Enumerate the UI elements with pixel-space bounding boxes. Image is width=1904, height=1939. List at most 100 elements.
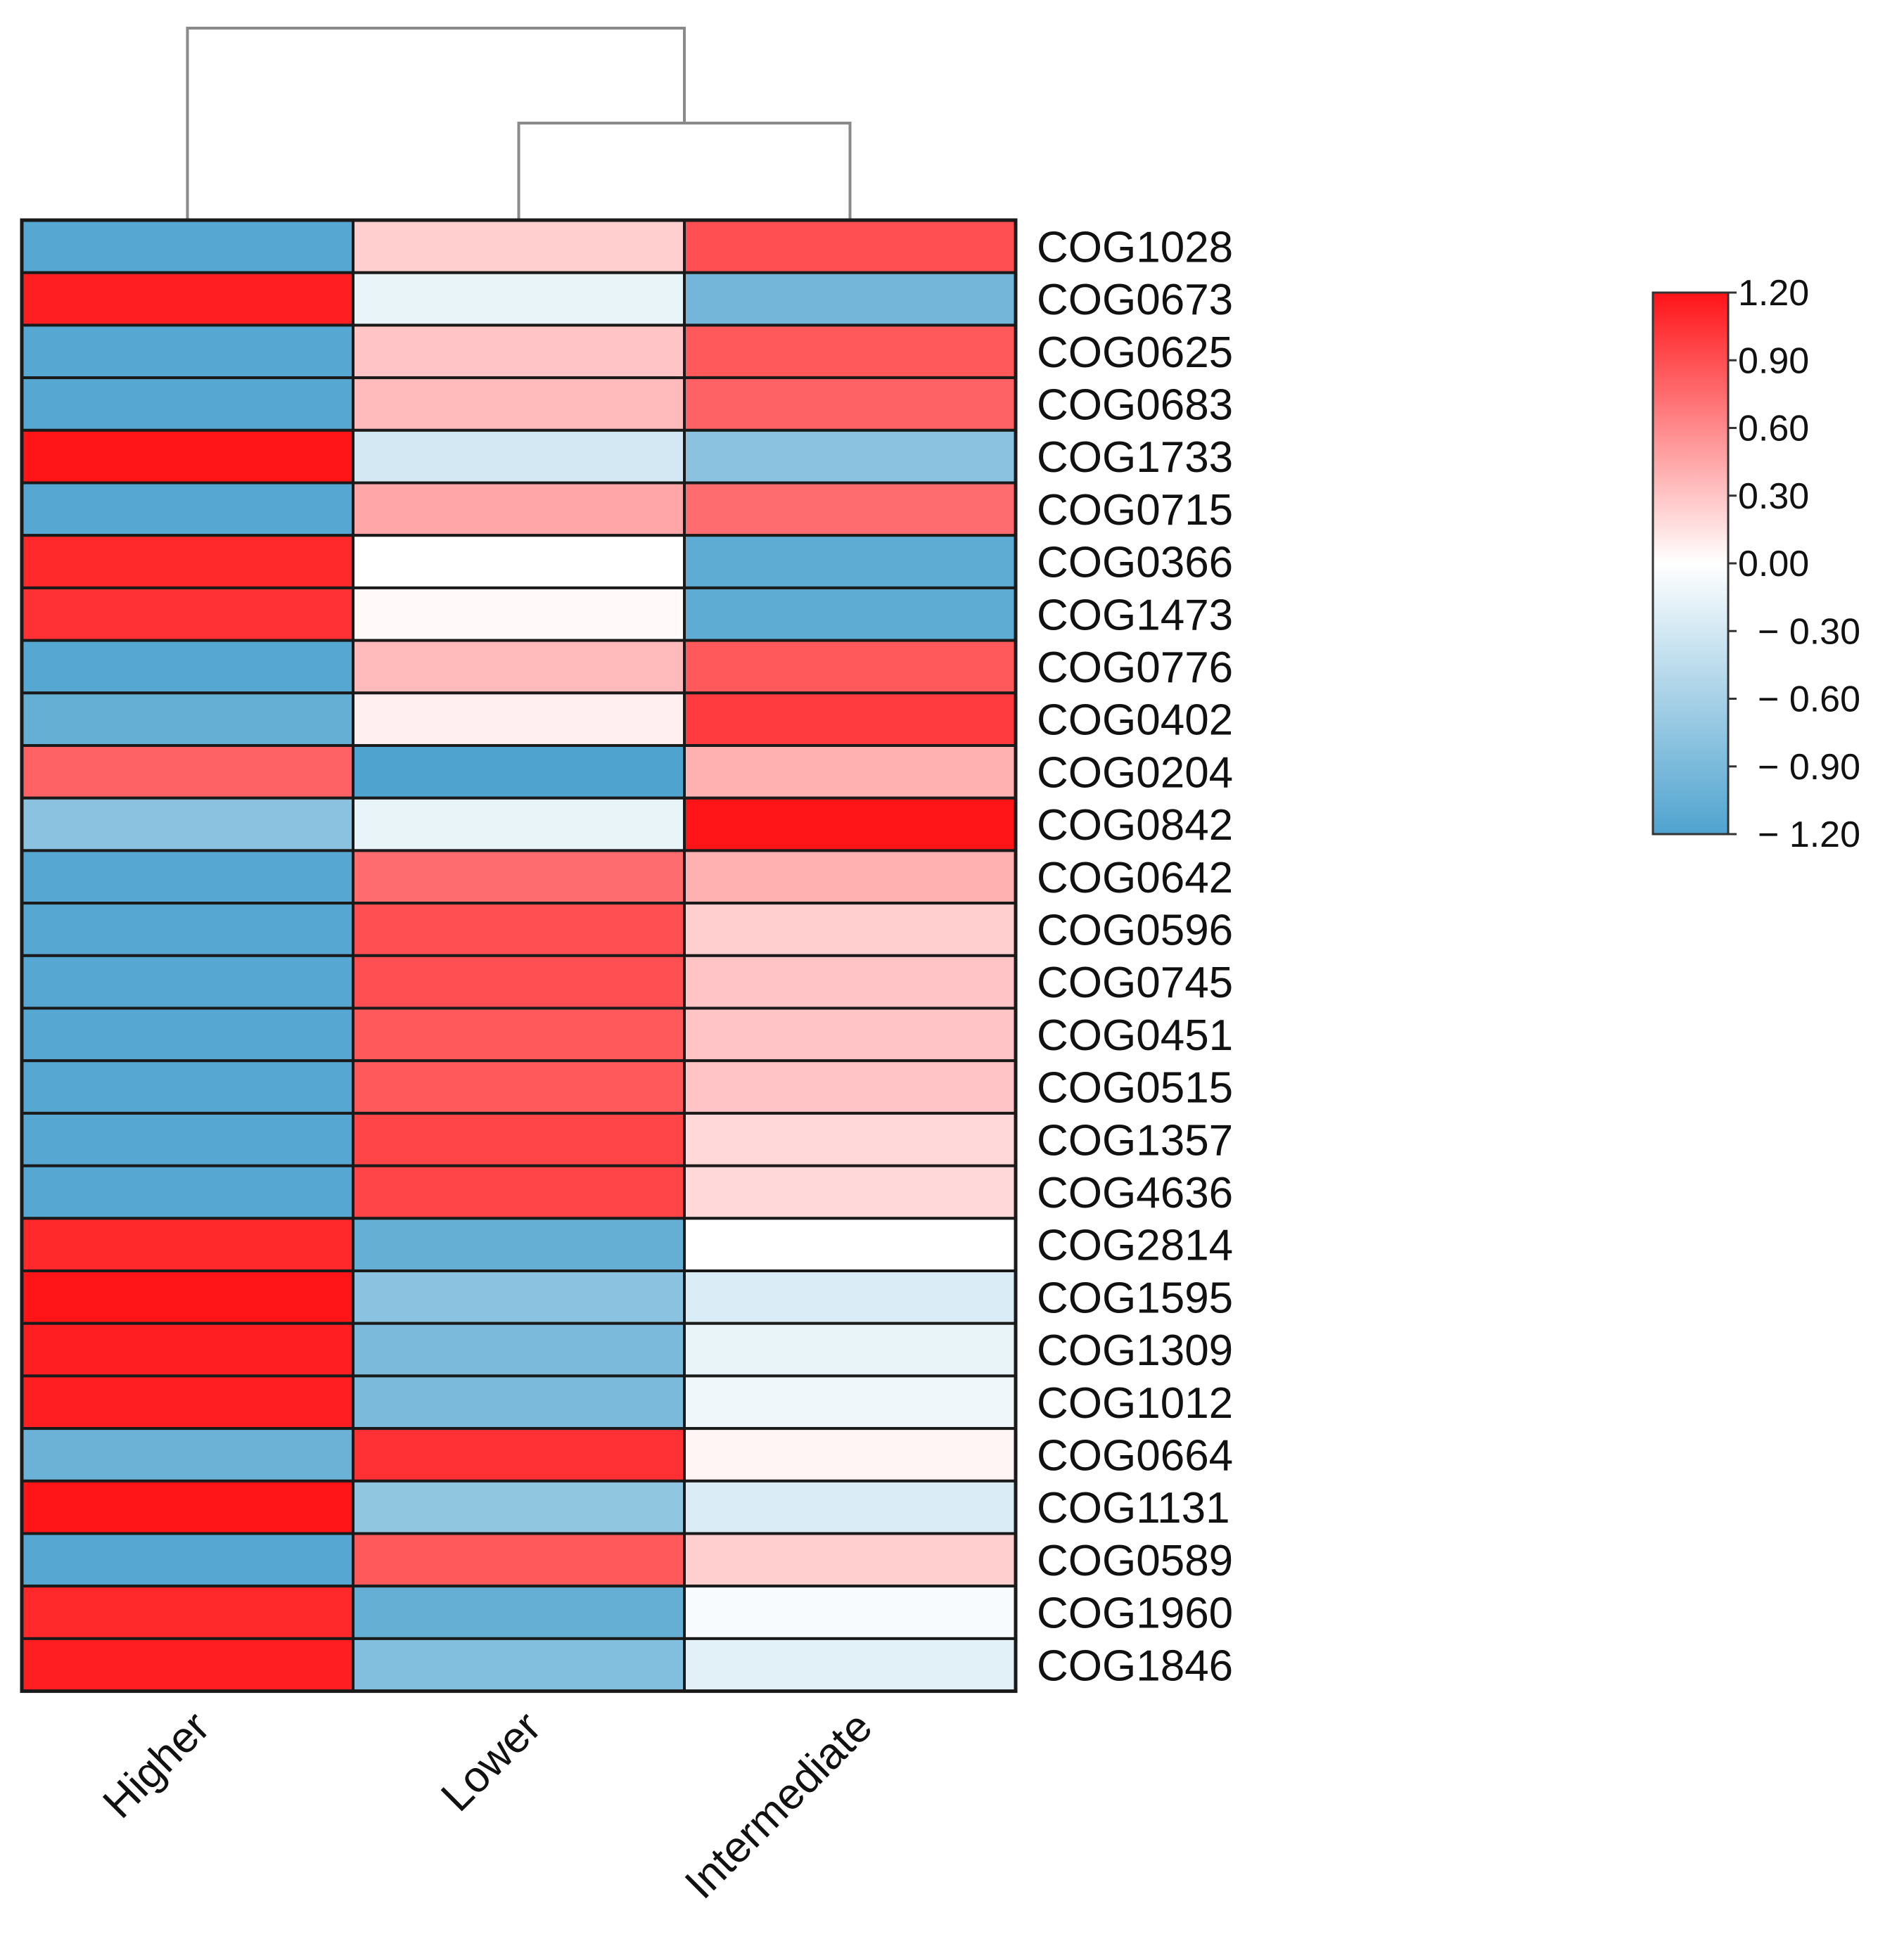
row-label: COG1309 [1037,1326,1233,1375]
heatmap-cell-cog2814-lower [352,1217,686,1273]
heatmap-cell-cog0673-intermediate [683,271,1017,327]
heatmap-cell-cog0745-higher [20,954,354,1010]
heatmap-cell-cog1012-intermediate [683,1374,1017,1431]
heatmap-cell-cog0664-intermediate [683,1427,1017,1483]
heatmap-cell-cog0366-higher [20,534,354,589]
row-label: COG0842 [1037,801,1233,850]
color-scale-bar [1651,291,1730,836]
heatmap-cell-cog0683-higher [20,376,354,432]
row-label: COG0776 [1037,644,1233,692]
heatmap-cell-cog1733-lower [352,428,686,485]
row-label: COG1028 [1037,223,1233,271]
heatmap-cell-cog0596-higher [20,902,354,957]
color-scale-tick-label: 0.60 [1738,409,1809,449]
heatmap-cell-cog1028-higher [20,219,354,274]
color-scale-tick-label: − 0.60 [1758,679,1860,720]
color-scale-tick-label: − 1.20 [1758,814,1860,855]
heatmap-cell-cog1473-intermediate [683,586,1017,642]
heatmap-cell-cog0776-higher [20,639,354,695]
heatmap-cell-cog1012-higher [20,1374,354,1431]
row-label: COG1357 [1037,1116,1233,1165]
row-label: COG0366 [1037,539,1233,587]
row-label: COG0642 [1037,854,1233,902]
heatmap-cell-cog1309-lower [352,1322,686,1378]
heatmap-cell-cog1131-intermediate [683,1479,1017,1535]
row-label: COG0673 [1037,276,1233,324]
heatmap-cell-cog0402-lower [352,691,686,747]
heatmap-cell-cog0515-higher [20,1059,354,1115]
heatmap-cell-cog0683-intermediate [683,376,1017,432]
heatmap-cell-cog0625-higher [20,324,354,380]
heatmap-cell-cog1846-intermediate [683,1637,1017,1693]
heatmap-cell-cog0515-intermediate [683,1059,1017,1115]
heatmap-cell-cog0402-intermediate [683,691,1017,747]
dendrogram-branch [186,27,686,220]
dendrogram-branch [517,122,852,220]
row-label: COG0715 [1037,486,1233,535]
heatmap-cell-cog1028-intermediate [683,219,1017,274]
heatmap-cell-cog0625-lower [352,324,686,380]
color-scale-tick-label: 0.90 [1738,340,1809,381]
heatmap-cell-cog0204-intermediate [683,744,1017,800]
row-labels: COG1028COG0673COG0625COG0683COG1733COG07… [1037,223,1233,1690]
heatmap-cell-cog4636-higher [20,1164,354,1220]
heatmap-cell-cog1012-lower [352,1374,686,1431]
heatmap-cell-cog0842-lower [352,796,686,852]
row-label: COG4636 [1037,1169,1233,1217]
heatmap-cell-cog0664-higher [20,1427,354,1483]
heatmap-cell-cog1309-higher [20,1322,354,1378]
heatmap-cell-cog1357-intermediate [683,1111,1017,1167]
heatmap-cell-cog2814-intermediate [683,1217,1017,1273]
heatmap-cell-cog1733-intermediate [683,428,1017,485]
row-label: COG1473 [1037,591,1233,639]
row-label: COG1595 [1037,1274,1233,1322]
column-labels: Higher Lower Intermediate [94,1703,881,1908]
row-label: COG1960 [1037,1589,1233,1638]
heatmap-cell-cog0625-intermediate [683,324,1017,380]
column-dendrogram [186,27,852,220]
heatmap-cell-cog0589-lower [352,1532,686,1588]
heatmap-cell-cog1595-lower [352,1269,686,1325]
heatmap-cell-cog0673-higher [20,271,354,327]
heatmap-cell-cog0589-higher [20,1532,354,1588]
heatmap-cell-cog1473-lower [352,586,686,642]
color-scale-legend: 1.20 0.90 0.60 0.30 0.00 − 0.30 − 0.60 − 0.90 − … [1651,273,1860,855]
color-scale-tick-label: 0.00 [1738,544,1809,584]
row-label: COG1846 [1037,1642,1233,1690]
color-scale-tick-label: − 0.30 [1758,611,1860,652]
heatmap-cell-cog0842-higher [20,796,354,852]
row-label: COG2814 [1037,1222,1233,1270]
row-label: COG0402 [1037,696,1233,745]
heatmap-cell-cog0402-higher [20,691,354,747]
row-label: COG1733 [1037,433,1233,482]
heatmap-cell-cog1357-higher [20,1111,354,1167]
heatmap-cell-cog4636-intermediate [683,1164,1017,1220]
heatmap-cell-cog4636-lower [352,1164,686,1220]
heatmap-cell-cog0589-intermediate [683,1532,1017,1588]
heatmap-cell-cog1960-lower [352,1585,686,1640]
row-label: COG0683 [1037,380,1233,429]
heatmap-cell-cog1960-intermediate [683,1585,1017,1640]
column-label: Higher [94,1703,219,1828]
heatmap-cell-cog0673-lower [352,271,686,327]
heatmap-cell-cog0366-lower [352,534,686,589]
heatmap-cell-cog0642-lower [352,849,686,905]
row-label: COG0625 [1037,328,1233,377]
heatmap-cell-cog0451-higher [20,1006,354,1063]
heatmap-cell-cog1309-intermediate [683,1322,1017,1378]
heatmap-cell-cog0451-lower [352,1006,686,1063]
heatmap-cell-cog1028-lower [352,219,686,274]
heatmap-cell-cog1131-higher [20,1479,354,1535]
heatmap-cell-cog1846-lower [352,1637,686,1693]
row-label: COG0451 [1037,1011,1233,1060]
heatmap-cell-cog0596-lower [352,902,686,957]
row-label: COG0664 [1037,1431,1233,1480]
heatmap-cell-cog0642-higher [20,849,354,905]
row-label: COG0204 [1037,748,1233,797]
heatmap-cell-cog0596-intermediate [683,902,1017,957]
heatmap-cell-cog0451-intermediate [683,1006,1017,1063]
row-label: COG1131 [1037,1484,1230,1532]
heatmap-cell-cog0776-lower [352,639,686,695]
heatmap-cell-cog1733-higher [20,428,354,485]
